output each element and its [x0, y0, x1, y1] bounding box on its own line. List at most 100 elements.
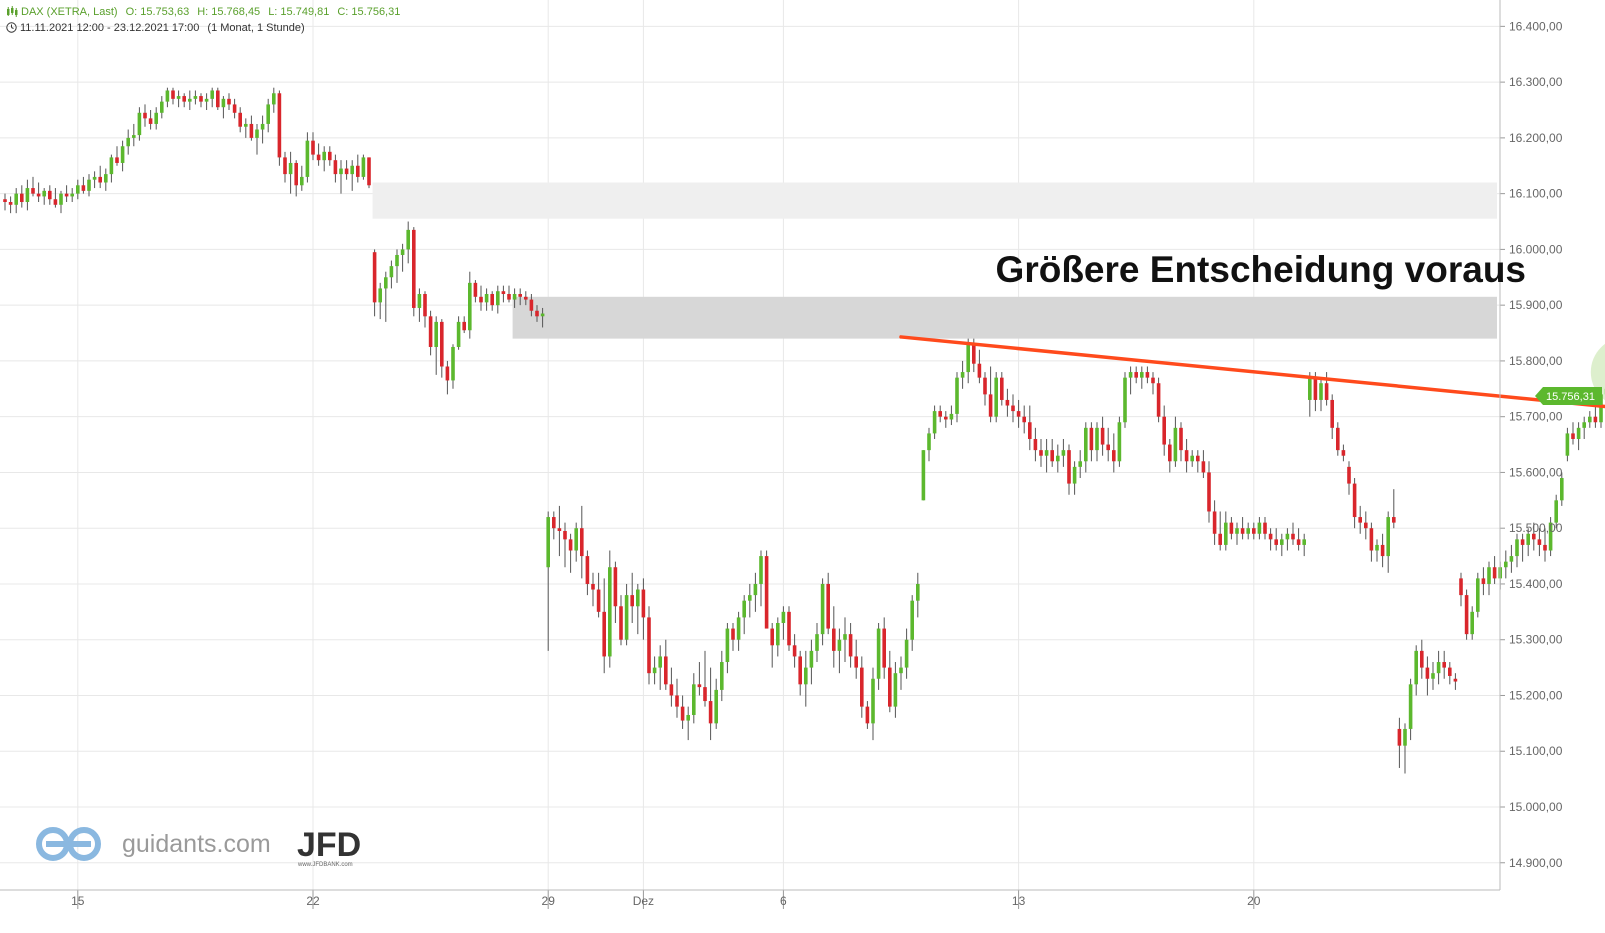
- zone-rect: [512, 296, 1497, 339]
- candle-body: [1560, 478, 1564, 501]
- candle-body: [1537, 539, 1542, 545]
- candle-body: [1442, 662, 1446, 668]
- candle-body: [1509, 556, 1514, 562]
- candle-body: [1061, 450, 1066, 456]
- candle-body: [1291, 533, 1295, 540]
- y-tick-label: 15.600,00: [1509, 465, 1563, 479]
- candle-body: [143, 112, 147, 119]
- candle-body: [776, 622, 780, 646]
- candle-body: [977, 363, 982, 378]
- candle-body: [199, 96, 203, 102]
- candle-body: [972, 344, 976, 364]
- candle-body: [372, 252, 377, 303]
- candle-body: [1134, 372, 1138, 378]
- candle-body: [1190, 455, 1194, 462]
- candle-body: [820, 583, 825, 635]
- candle-body: [1022, 416, 1026, 423]
- candle-body: [384, 277, 388, 289]
- candle-body: [624, 595, 629, 640]
- candle-body: [36, 193, 41, 197]
- candle-body: [1554, 500, 1558, 523]
- candle-body: [25, 188, 30, 203]
- candle-body: [1067, 450, 1071, 484]
- candle-body: [1156, 383, 1161, 417]
- highlight-circle-shape: [1590, 343, 1605, 401]
- candle-body: [1224, 522, 1228, 545]
- candle-body: [529, 299, 534, 311]
- x-tick-label: 6: [780, 894, 787, 908]
- candle-body: [277, 93, 282, 158]
- candle-body: [546, 517, 550, 568]
- highlight-circle: [1590, 343, 1605, 401]
- candle-body: [104, 174, 108, 183]
- candle-body: [1173, 427, 1178, 462]
- candle-body: [1425, 667, 1430, 679]
- open-value: O: 15.753,63: [125, 6, 190, 18]
- candle-body: [641, 589, 646, 618]
- candle-body: [126, 137, 130, 147]
- candle-body: [59, 193, 63, 205]
- candle-body: [350, 165, 354, 175]
- y-tick-label: 16.400,00: [1509, 19, 1563, 33]
- candle-body: [1403, 728, 1407, 746]
- candle-body: [692, 684, 696, 715]
- candle-body: [708, 701, 713, 724]
- candle-body: [540, 313, 545, 317]
- x-tick-label: 29: [542, 894, 556, 908]
- candle-body: [115, 157, 119, 163]
- candle-body: [865, 706, 870, 724]
- watermark-broker-sub: www.JFDBANK.com: [297, 862, 353, 868]
- y-tick-label: 16.300,00: [1509, 75, 1563, 89]
- candle-body: [910, 600, 914, 640]
- candle-body: [300, 176, 304, 186]
- candle-body: [283, 157, 287, 175]
- candle-body: [1308, 377, 1312, 400]
- watermark-site: guidants.com: [122, 830, 271, 858]
- candle-body: [1268, 533, 1273, 540]
- candle-body: [316, 154, 321, 161]
- candle-body: [591, 583, 595, 590]
- candle-body: [916, 583, 920, 601]
- candle-body: [1392, 517, 1396, 523]
- candle-body: [1504, 561, 1508, 568]
- candle-body: [876, 628, 881, 679]
- candle-body: [983, 377, 987, 395]
- candle-body: [720, 662, 724, 690]
- candle-body: [238, 112, 242, 127]
- candle-body: [1582, 422, 1586, 428]
- y-tick-label: 15.400,00: [1509, 577, 1563, 591]
- candle-body: [1515, 539, 1519, 557]
- candle-body: [165, 90, 170, 102]
- candle-body: [580, 528, 584, 557]
- header-ohlc: DAX (XETRA, Last) O: 15.753,63 H: 15.768,4…: [6, 6, 400, 18]
- candle-body: [1056, 455, 1060, 462]
- candle-body: [1414, 650, 1418, 685]
- candle-body: [204, 98, 209, 102]
- candle-body: [137, 112, 142, 136]
- candle-body: [1112, 450, 1116, 462]
- candle-body: [132, 135, 136, 138]
- candle-body: [356, 165, 360, 177]
- candle-body: [725, 628, 730, 663]
- candle-body: [249, 123, 254, 138]
- candle-body: [524, 296, 528, 300]
- candle-body: [1011, 405, 1015, 412]
- candle-body: [736, 617, 741, 640]
- candle-body: [451, 346, 455, 381]
- candle-body: [994, 377, 998, 417]
- candle-body: [344, 168, 349, 175]
- candle-body: [288, 162, 293, 175]
- y-tick-label: 15.300,00: [1509, 633, 1563, 647]
- candle-body: [1386, 517, 1390, 557]
- candle-body: [927, 433, 931, 451]
- candle-body: [1380, 544, 1385, 557]
- candle-body: [42, 190, 46, 197]
- candle-body: [176, 96, 181, 99]
- candle-body: [456, 321, 461, 347]
- candle-body: [227, 98, 231, 105]
- candle-body: [1263, 522, 1267, 534]
- candle-body: [568, 539, 573, 551]
- candle-body: [3, 199, 7, 203]
- candle-body: [1039, 450, 1043, 456]
- candle-body: [1464, 595, 1469, 635]
